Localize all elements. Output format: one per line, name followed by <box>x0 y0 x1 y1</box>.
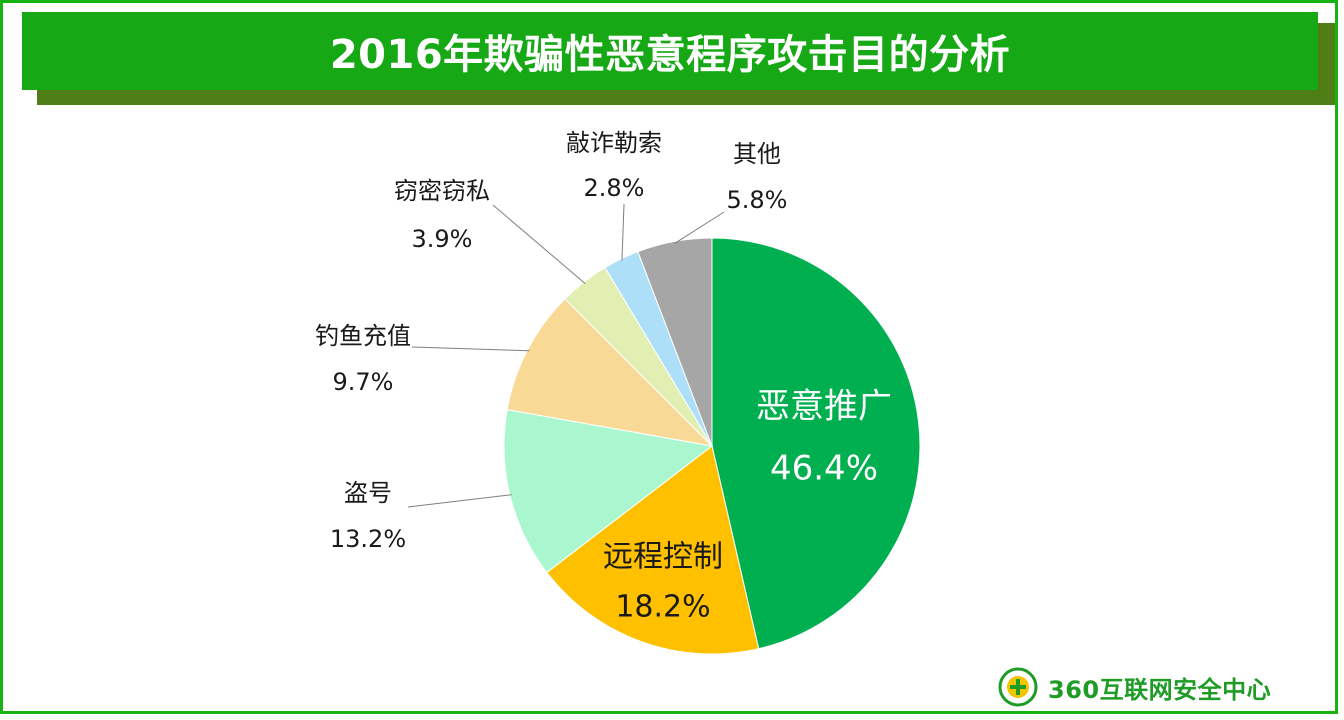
leader-line <box>411 346 530 352</box>
slice-label: 敲诈勒索 <box>566 129 662 157</box>
slice-value-label: 13.2% <box>330 525 406 553</box>
slice-label: 远程控制 <box>603 540 723 575</box>
leader-line <box>492 204 586 285</box>
slice-label: 窃密窃私 <box>394 177 490 205</box>
slice-label: 钓鱼充值 <box>315 322 411 350</box>
pie-slice <box>506 298 714 447</box>
brand-logo: 360互联网安全中心 <box>998 667 1328 707</box>
pie-slice <box>711 237 921 650</box>
slice-value-label: 2.8% <box>584 174 645 202</box>
slice-value-label: 18.2% <box>615 590 710 625</box>
leader-line <box>407 494 512 508</box>
slice-value-label: 46.4% <box>770 449 878 489</box>
title-banner: 2016年欺骗性恶意程序攻击目的分析 <box>22 12 1318 90</box>
slice-label: 盗号 <box>344 479 392 507</box>
slice-label: 恶意推广 <box>756 387 892 427</box>
slice-label: 其他 <box>733 140 781 168</box>
slice-value-label: 3.9% <box>412 225 473 253</box>
slice-value-label: 9.7% <box>333 368 394 396</box>
brand-name: 360互联网安全中心 <box>1048 675 1272 704</box>
shield-icon <box>998 667 1038 707</box>
leader-line <box>621 203 625 261</box>
leader-line <box>674 211 725 244</box>
pie-slice <box>637 237 713 447</box>
slice-value-label: 5.8% <box>727 186 788 214</box>
chart-title: 2016年欺骗性恶意程序攻击目的分析 <box>329 32 1011 78</box>
pie-slice <box>546 445 760 655</box>
